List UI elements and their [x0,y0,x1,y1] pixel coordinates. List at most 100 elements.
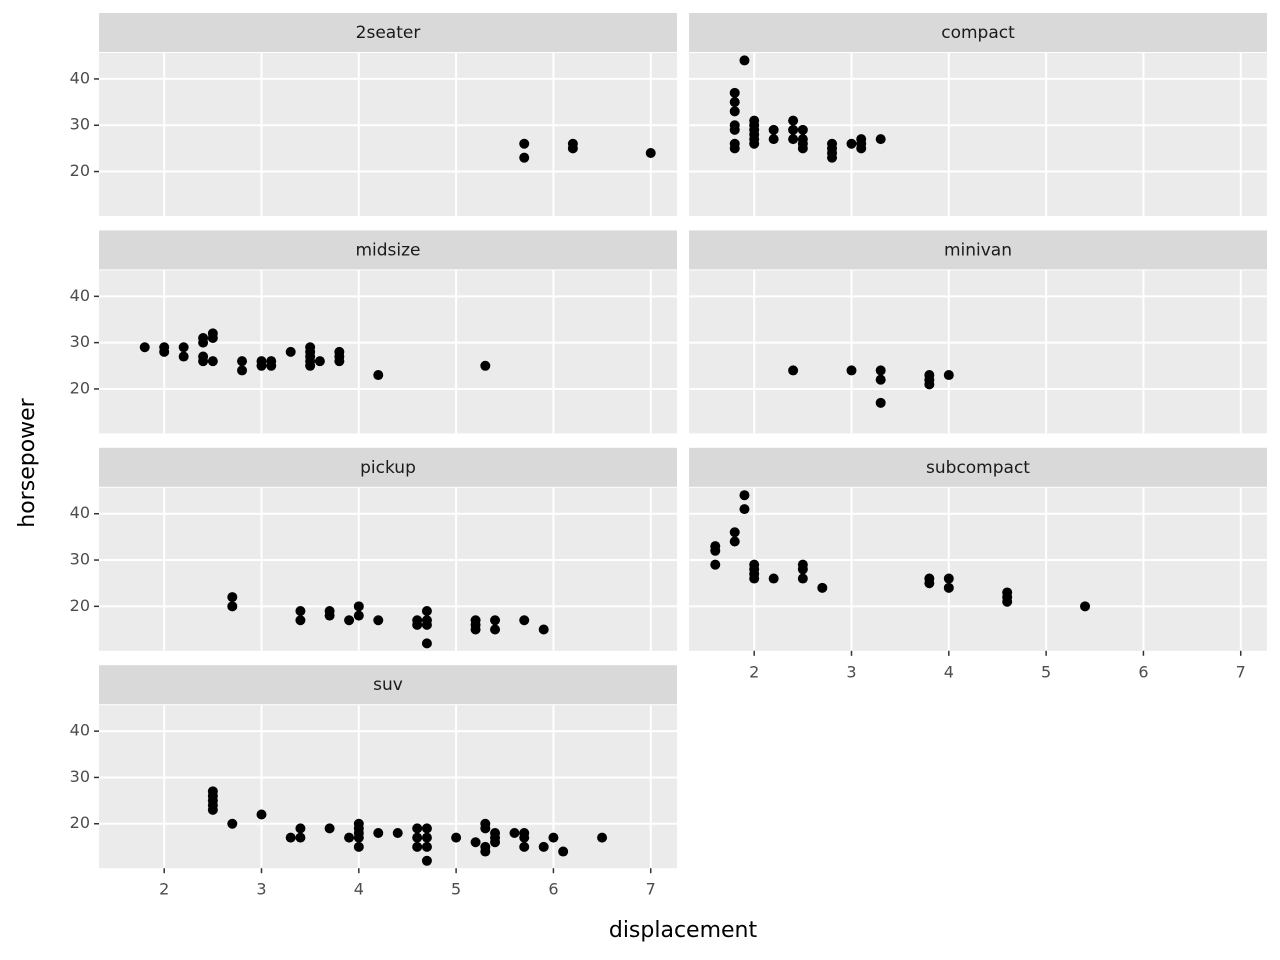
point [1002,587,1013,598]
point [412,832,423,843]
y-axis-title: horsepower [15,397,40,527]
point [519,138,530,149]
strip-label: pickup [360,458,416,478]
point [178,342,189,353]
point [710,541,721,552]
x-tick-label: 6 [1138,662,1148,681]
y-tick-label: 30 [70,332,90,351]
point [924,379,935,390]
panel [99,53,677,216]
y-tick-label: 20 [70,813,90,832]
point [788,134,799,145]
x-tick-label: 4 [944,662,954,681]
strip-label: midsize [355,240,420,260]
point [558,846,569,857]
point [924,573,935,584]
y-tick-label: 40 [70,503,90,522]
point [373,615,384,626]
point [1080,601,1091,612]
point [797,559,808,570]
point [788,365,799,376]
point [875,374,886,385]
point [797,134,808,145]
point [237,356,248,367]
point [856,134,867,145]
point [797,124,808,135]
x-tick-label: 3 [846,662,856,681]
point [827,138,838,149]
point [373,828,384,839]
strip [689,447,1267,487]
point [875,365,886,376]
panel [689,53,1267,216]
point [227,601,238,612]
point [353,610,364,621]
point [207,356,218,367]
point [256,809,267,820]
point [295,823,306,834]
strip [689,230,1267,270]
point [739,490,750,501]
x-axis-title: displacement [609,918,758,943]
point [285,832,296,843]
strip-label: suv [373,675,403,695]
point [729,97,740,108]
point [788,115,799,126]
point [538,841,549,852]
y-tick-label: 40 [70,721,90,740]
point [227,592,238,603]
point [421,615,432,626]
point [305,342,316,353]
x-tick-label: 5 [451,880,461,899]
point [314,356,325,367]
point [139,342,150,353]
panel [99,705,677,869]
point [207,786,218,797]
point [334,346,345,357]
point [538,624,549,635]
point [768,124,779,135]
point [729,527,740,538]
panel [689,270,1267,434]
point [227,818,238,829]
point [178,351,189,362]
point [412,841,423,852]
point [490,828,501,839]
point [344,832,355,843]
strip [99,447,677,487]
point [739,55,750,66]
point [519,828,530,839]
point [943,582,954,593]
y-tick-label: 30 [70,115,90,134]
x-tick-label: 2 [159,880,169,899]
point [943,573,954,584]
point [797,573,808,584]
point [344,615,355,626]
point [749,115,760,126]
strip [689,13,1267,52]
point [373,370,384,381]
point [490,615,501,626]
y-tick-label: 40 [70,286,90,305]
y-tick-label: 20 [70,161,90,180]
y-tick-label: 20 [70,378,90,397]
point [729,138,740,149]
point [412,823,423,834]
point [788,124,799,135]
panel [689,487,1267,651]
point [353,601,364,612]
point [353,818,364,829]
point [480,818,491,829]
x-tick-label: 7 [646,880,656,899]
strip-label: compact [941,23,1015,43]
point [519,152,530,163]
point [353,841,364,852]
point [739,504,750,515]
point [875,134,886,145]
point [729,87,740,98]
y-tick-label: 30 [70,550,90,569]
point [295,615,306,626]
point [237,365,248,376]
point [421,823,432,834]
